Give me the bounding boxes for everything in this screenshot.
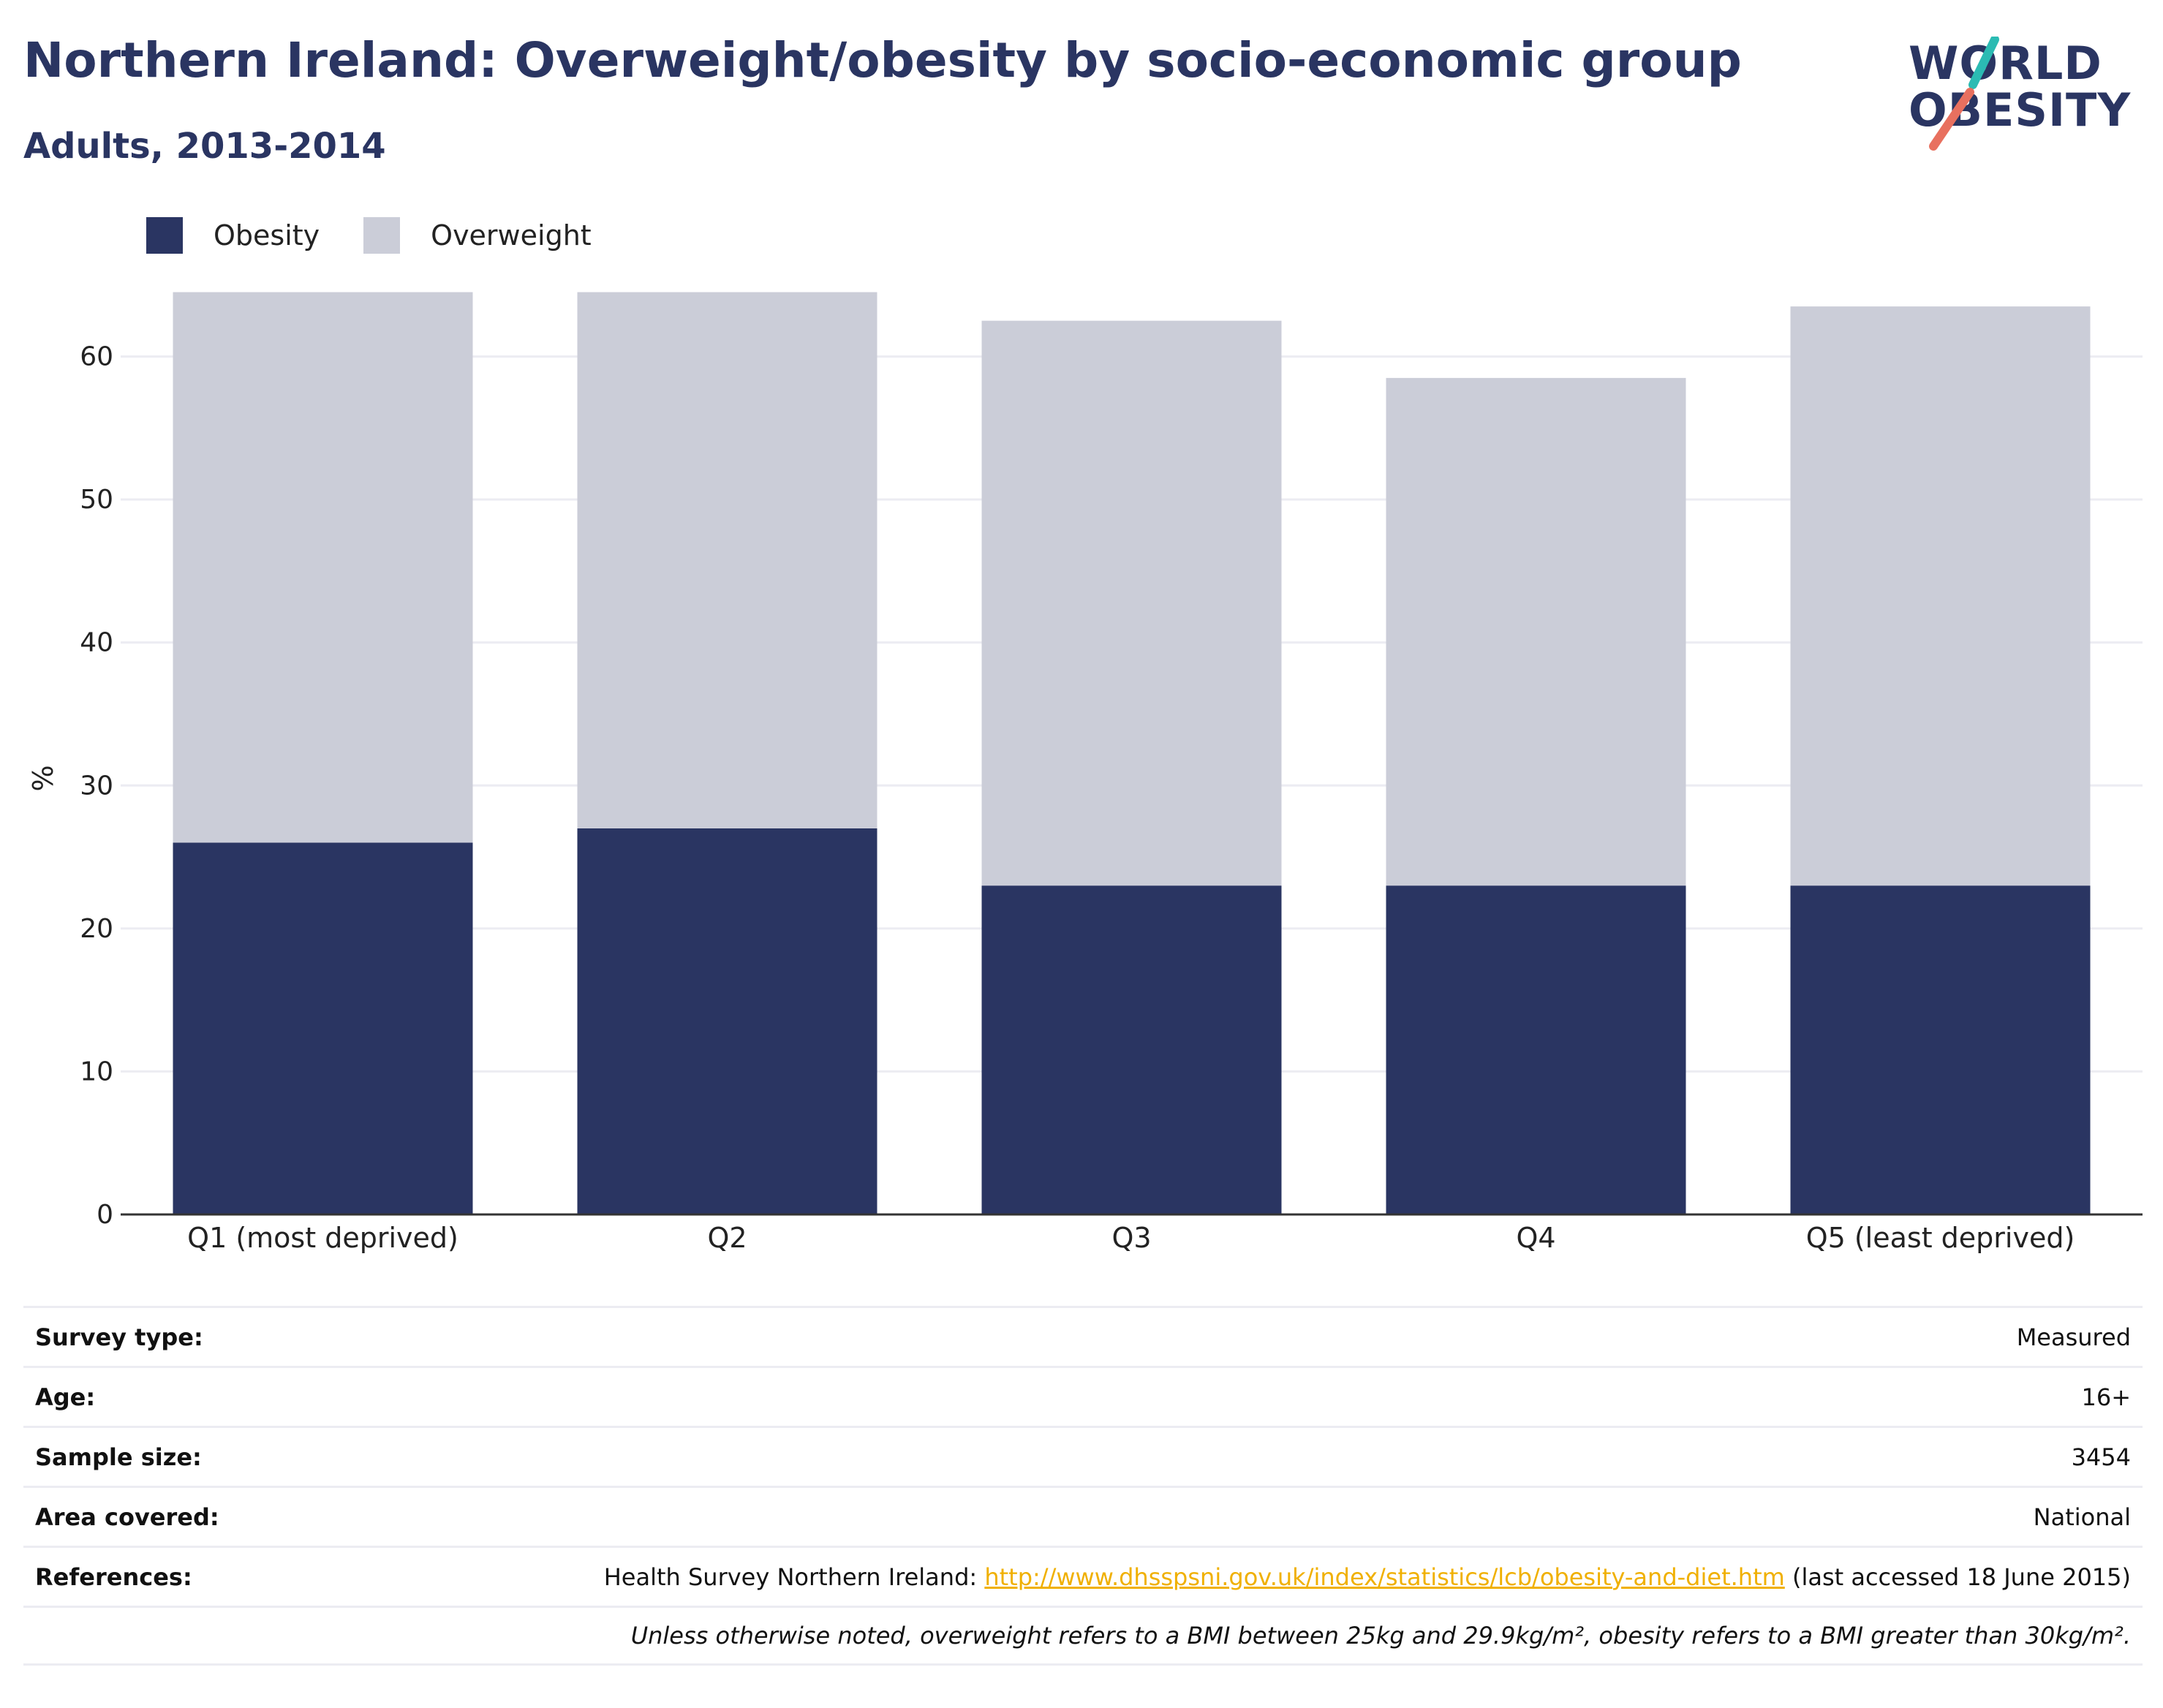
x-tick-label: Q1 (most deprived) [187,1222,458,1254]
info-row-age: Age: 16+ [23,1366,2143,1426]
info-row-references: References: Health Survey Northern Irela… [23,1546,2143,1606]
bar-obesity-2 [577,828,877,1214]
y-tick-label: 20 [80,914,113,944]
info-value: 3454 [2071,1443,2131,1471]
chart-title: Northern Ireland: Overweight/obesity by … [23,32,1742,88]
bar-overweight-4 [1386,377,1686,886]
bar-obesity-3 [981,885,1282,1214]
bar-obesity-1 [173,842,473,1214]
legend-label-overweight: Overweight [431,219,592,252]
y-tick-label: 60 [80,342,113,372]
world-obesity-logo[interactable]: WORLD OBESITY [1909,37,2150,154]
legend-swatch-obesity [146,217,183,254]
reference-link[interactable]: http://www.dhsspsni.gov.uk/index/statist… [984,1562,1785,1591]
info-value: National [2033,1503,2131,1531]
legend-swatch-overweight [363,217,401,254]
info-value: 16+ [2081,1383,2131,1411]
bar-overweight-5 [1790,306,2091,886]
reference-accessed: (last accessed 18 June 2015) [1784,1562,2131,1591]
info-row-area-covered: Area covered: National [23,1486,2143,1546]
chart-legend: Obesity Overweight [146,216,635,254]
y-tick-label: 50 [80,485,113,515]
x-tick-label: Q2 [707,1222,747,1254]
bar-overweight-3 [981,320,1282,886]
bar-obesity-4 [1386,885,1686,1214]
y-tick-label: 0 [97,1200,113,1230]
bar-obesity-5 [1790,885,2091,1214]
y-tick-label: 10 [80,1057,113,1087]
y-tick-label: 40 [80,628,113,658]
info-label: Age: [35,1383,96,1411]
references-value: Health Survey Northern Ireland: http://w… [604,1563,2131,1591]
x-tick-label: Q4 [1516,1222,1555,1254]
info-label: Survey type: [35,1323,203,1351]
info-label: Sample size: [35,1443,202,1471]
bar-chart: 0 10 20 30 40 50 60% Q1 (most deprived) Q2 Q3 Q4 Q5… [27,292,2143,1254]
info-value: Measured [2016,1323,2131,1351]
logo-text-world: WORLD [1909,37,2102,90]
x-tick-label: Q3 [1111,1222,1151,1254]
legend-item-overweight[interactable]: Overweight [363,217,592,254]
chart-subtitle: Adults, 2013-2014 [23,126,386,167]
info-row-sample-size: Sample size: 3454 [23,1426,2143,1486]
bar-overweight-1 [173,292,473,843]
bmi-definition-note: Unless otherwise noted, overweight refer… [630,1622,2131,1650]
x-tick-label: Q5 (least deprived) [1806,1222,2075,1254]
survey-info-table: Survey type: Measured Age: 16+ Sample si… [23,1306,2143,1666]
legend-item-obesity[interactable]: Obesity [146,217,320,254]
logo-slash-icon [1929,37,1999,151]
info-label: Area covered: [35,1503,219,1531]
y-axis-label: % [27,765,59,791]
bar-overweight-2 [577,292,877,828]
info-row-survey-type: Survey type: Measured [23,1306,2143,1366]
info-label: References: [35,1562,192,1591]
info-row-note: Unless otherwise noted, overweight refer… [23,1606,2143,1666]
legend-label-obesity: Obesity [214,219,320,252]
reference-source: Health Survey Northern Ireland: [603,1562,985,1591]
y-tick-label: 30 [80,771,113,801]
